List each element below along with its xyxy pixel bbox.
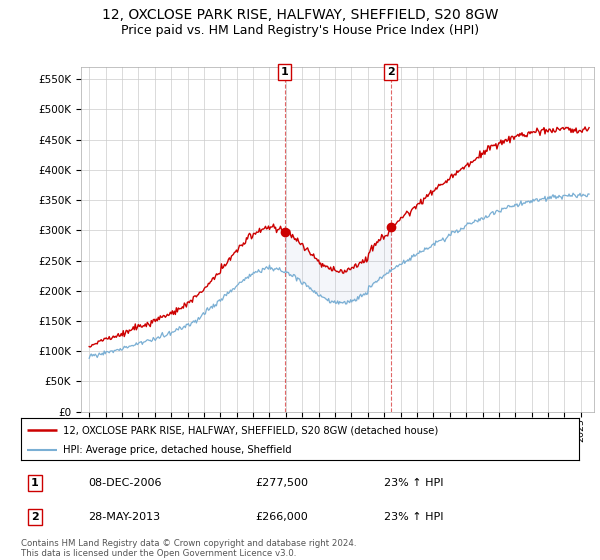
Text: 2: 2 (387, 67, 395, 77)
Text: 23% ↑ HPI: 23% ↑ HPI (384, 478, 443, 488)
Text: 23% ↑ HPI: 23% ↑ HPI (384, 512, 443, 522)
Text: 1: 1 (281, 67, 289, 77)
Text: HPI: Average price, detached house, Sheffield: HPI: Average price, detached house, Shef… (63, 445, 292, 455)
Text: 2: 2 (31, 512, 39, 522)
Text: £277,500: £277,500 (256, 478, 308, 488)
Text: Contains HM Land Registry data © Crown copyright and database right 2024.
This d: Contains HM Land Registry data © Crown c… (21, 539, 356, 558)
Text: £266,000: £266,000 (256, 512, 308, 522)
Text: 28-MAY-2013: 28-MAY-2013 (88, 512, 160, 522)
Text: 1: 1 (31, 478, 39, 488)
Text: Price paid vs. HM Land Registry's House Price Index (HPI): Price paid vs. HM Land Registry's House … (121, 24, 479, 36)
Text: 08-DEC-2006: 08-DEC-2006 (88, 478, 161, 488)
Text: 12, OXCLOSE PARK RISE, HALFWAY, SHEFFIELD, S20 8GW: 12, OXCLOSE PARK RISE, HALFWAY, SHEFFIEL… (102, 8, 498, 22)
Text: 12, OXCLOSE PARK RISE, HALFWAY, SHEFFIELD, S20 8GW (detached house): 12, OXCLOSE PARK RISE, HALFWAY, SHEFFIEL… (63, 425, 438, 435)
